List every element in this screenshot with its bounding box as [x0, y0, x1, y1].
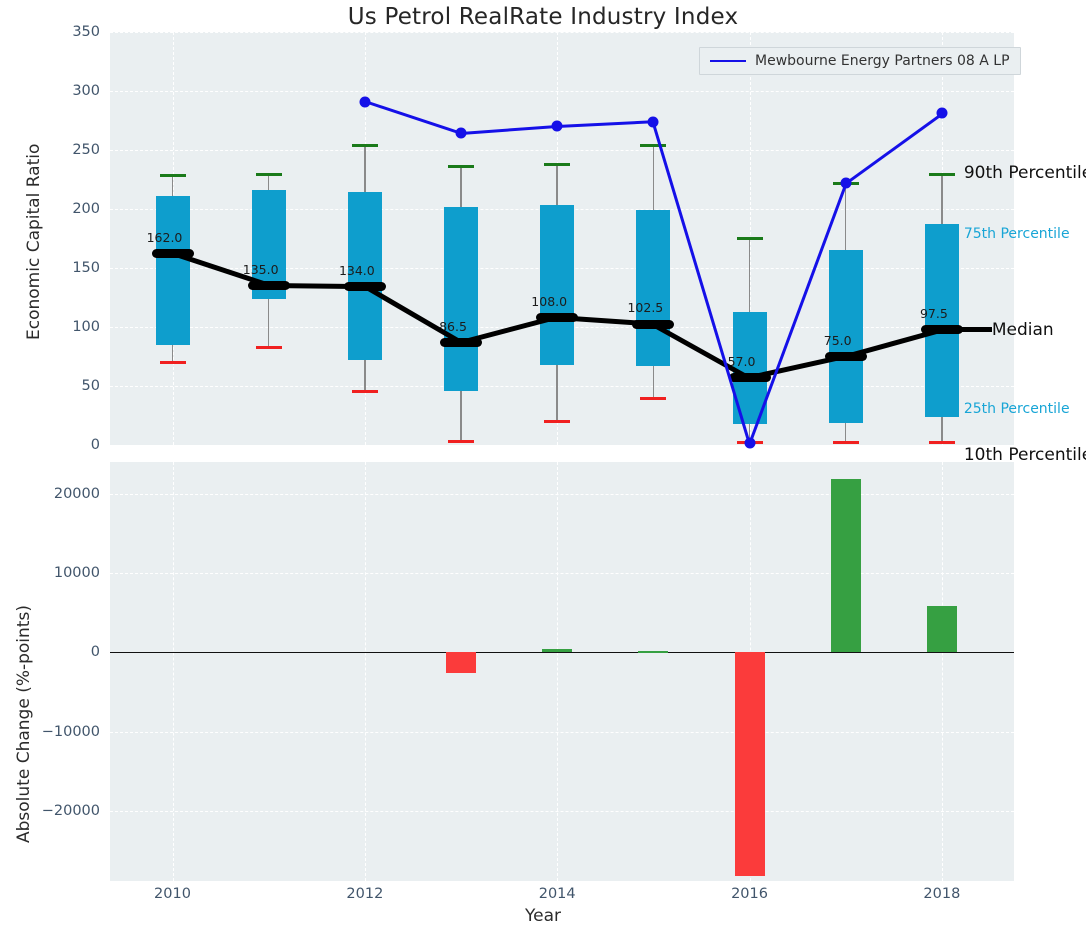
median-value-label: 102.5	[627, 300, 663, 315]
x-tick-label: 2014	[539, 886, 576, 902]
vertical-gridline	[557, 462, 558, 881]
p90-cap	[352, 144, 378, 147]
p10-cap	[448, 440, 474, 443]
p90-cap	[737, 237, 763, 240]
p10-cap	[929, 441, 955, 444]
x-axis-label: Year	[0, 906, 1086, 926]
change-bar-2015	[638, 651, 668, 653]
median-value-label: 108.0	[531, 294, 567, 309]
top-gridline	[110, 32, 1014, 33]
top-gridline	[110, 150, 1014, 151]
p10-cap	[352, 390, 378, 393]
company-data-point	[456, 128, 467, 139]
company-data-point	[936, 108, 947, 119]
bottom-y-tick-label: −20000	[30, 803, 100, 819]
bottom-plot-area	[110, 462, 1014, 881]
median-value-label: 97.5	[920, 306, 948, 321]
median-connector-tail	[942, 327, 992, 332]
vertical-gridline	[173, 462, 174, 881]
top-y-tick-label: 100	[30, 319, 100, 335]
top-y-tick-label: 150	[30, 260, 100, 276]
top-y-tick-label: 350	[30, 24, 100, 40]
x-tick-label: 2016	[731, 886, 768, 902]
p10-cap	[160, 361, 186, 364]
box-2013	[444, 207, 478, 391]
p90-cap	[544, 163, 570, 166]
vertical-gridline	[942, 462, 943, 881]
top-y-axis-label: Economic Capital Ratio	[24, 144, 44, 340]
top-y-tick-label: 50	[30, 378, 100, 394]
x-tick-label: 2018	[923, 886, 960, 902]
company-data-point	[552, 121, 563, 132]
change-bar-2016	[735, 652, 765, 876]
box-2010	[156, 196, 190, 345]
annotation-p25: 25th Percentile	[964, 401, 1070, 417]
zero-line	[110, 652, 1014, 653]
bottom-gridline	[110, 494, 1014, 495]
company-data-point	[744, 437, 755, 448]
p90-cap	[640, 144, 666, 147]
figure: Us Petrol RealRate Industry Index Econom…	[0, 0, 1086, 942]
change-bar-2017	[831, 479, 861, 653]
median-value-label: 134.0	[339, 263, 375, 278]
p10-cap	[640, 397, 666, 400]
annotation-p90: 90th Percentile	[964, 163, 1086, 183]
company-data-point	[359, 96, 370, 107]
x-tick-label: 2010	[154, 886, 191, 902]
x-tick-label: 2012	[346, 886, 383, 902]
legend[interactable]: Mewbourne Energy Partners 08 A LP	[699, 47, 1021, 75]
company-data-point	[648, 116, 659, 127]
box-2015	[636, 210, 670, 366]
bottom-y-tick-label: 20000	[30, 486, 100, 502]
p90-cap	[256, 173, 282, 176]
box-2014	[540, 205, 574, 364]
bottom-gridline	[110, 573, 1014, 574]
top-y-tick-label: 250	[30, 142, 100, 158]
top-gridline	[110, 386, 1014, 387]
annotation-median: Median	[992, 320, 1054, 340]
vertical-gridline	[365, 462, 366, 881]
legend-line-icon	[710, 60, 746, 63]
bottom-gridline	[110, 811, 1014, 812]
p90-cap	[448, 165, 474, 168]
top-y-tick-label: 200	[30, 201, 100, 217]
annotation-p75: 75th Percentile	[964, 226, 1070, 242]
top-gridline	[110, 445, 1014, 446]
p10-cap	[544, 420, 570, 423]
median-value-label: 135.0	[243, 262, 279, 277]
bottom-y-tick-label: −10000	[30, 724, 100, 740]
p90-cap	[929, 173, 955, 176]
p10-cap	[833, 441, 859, 444]
change-bar-2013	[446, 652, 476, 673]
chart-title: Us Petrol RealRate Industry Index	[0, 4, 1086, 30]
company-data-point	[840, 178, 851, 189]
p90-cap	[160, 174, 186, 177]
bottom-gridline	[110, 732, 1014, 733]
bottom-y-tick-label: 0	[30, 644, 100, 660]
median-value-label: 162.0	[147, 230, 183, 245]
annotation-p10: 10th Percentile	[964, 445, 1086, 465]
top-y-tick-label: 300	[30, 83, 100, 99]
bottom-y-tick-label: 10000	[30, 565, 100, 581]
top-gridline	[110, 91, 1014, 92]
legend-label: Mewbourne Energy Partners 08 A LP	[755, 53, 1010, 69]
change-bar-2018	[927, 606, 957, 653]
change-bar-2014	[542, 649, 572, 653]
top-y-tick-label: 0	[30, 437, 100, 453]
median-value-label: 75.0	[824, 333, 852, 348]
p10-cap	[256, 346, 282, 349]
